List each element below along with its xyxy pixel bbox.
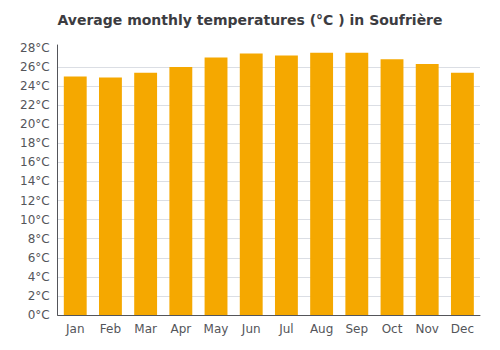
svg-text:0°C: 0°C bbox=[28, 308, 50, 322]
svg-text:16°C: 16°C bbox=[20, 155, 50, 169]
svg-text:28°C: 28°C bbox=[20, 41, 50, 55]
svg-text:18°C: 18°C bbox=[20, 136, 50, 150]
svg-text:8°C: 8°C bbox=[28, 232, 50, 246]
svg-text:Jul: Jul bbox=[278, 322, 293, 336]
svg-text:Nov: Nov bbox=[415, 322, 438, 336]
svg-text:20°C: 20°C bbox=[20, 117, 50, 131]
svg-text:10°C: 10°C bbox=[20, 213, 50, 227]
svg-text:24°C: 24°C bbox=[20, 79, 50, 93]
svg-text:4°C: 4°C bbox=[28, 270, 50, 284]
svg-text:12°C: 12°C bbox=[20, 194, 50, 208]
svg-text:Feb: Feb bbox=[100, 322, 121, 336]
svg-text:Apr: Apr bbox=[170, 322, 191, 336]
svg-text:May: May bbox=[204, 322, 229, 336]
svg-text:6°C: 6°C bbox=[28, 251, 50, 265]
svg-text:22°C: 22°C bbox=[20, 98, 50, 112]
svg-text:Mar: Mar bbox=[134, 322, 157, 336]
svg-text:Average monthly temperatures (: Average monthly temperatures (°C ) in So… bbox=[57, 12, 442, 28]
svg-text:Sep: Sep bbox=[346, 322, 369, 336]
svg-text:2°C: 2°C bbox=[28, 289, 50, 303]
svg-text:26°C: 26°C bbox=[20, 60, 50, 74]
svg-text:14°C: 14°C bbox=[20, 174, 50, 188]
svg-text:Jun: Jun bbox=[241, 322, 261, 336]
svg-text:Jan: Jan bbox=[65, 322, 85, 336]
svg-text:Oct: Oct bbox=[382, 322, 403, 336]
svg-text:Aug: Aug bbox=[310, 322, 333, 336]
svg-text:Dec: Dec bbox=[451, 322, 474, 336]
